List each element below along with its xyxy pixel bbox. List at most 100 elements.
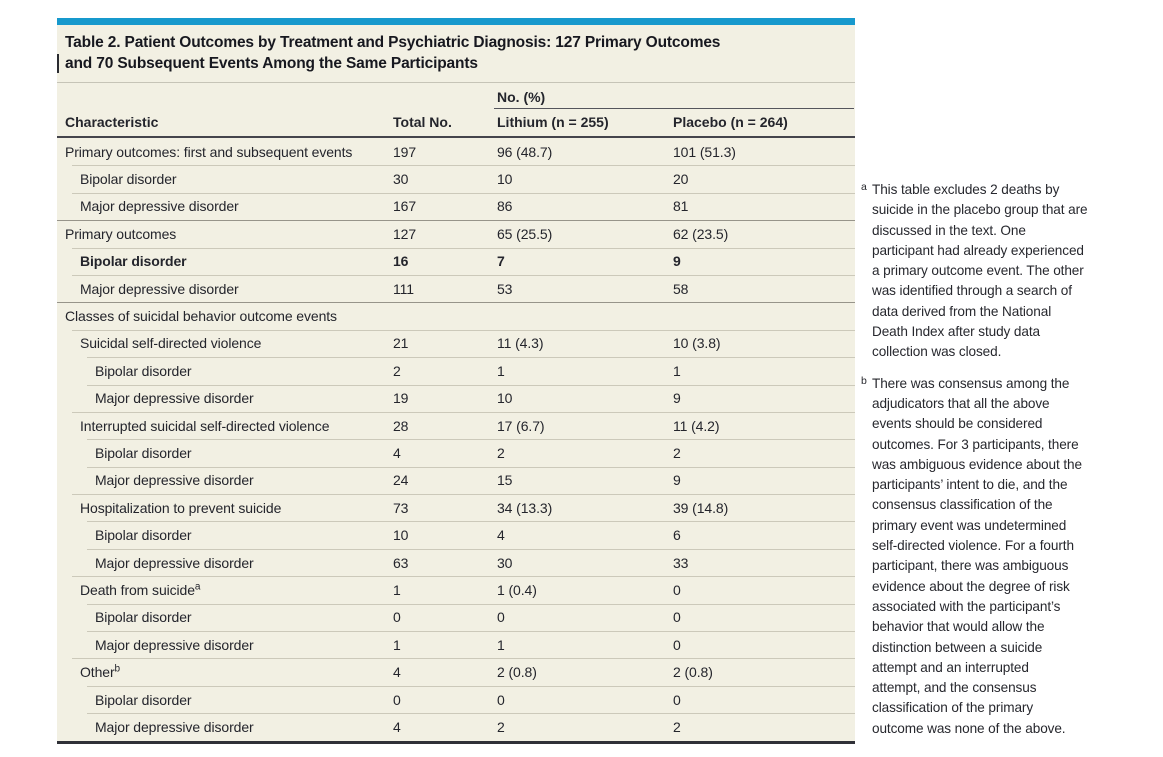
- row-lithium-value: 2: [497, 718, 505, 735]
- row-total-value: 73: [393, 499, 409, 516]
- table-row: Otherb 4 2 (0.8) 2 (0.8): [57, 658, 855, 685]
- table-row: Bipolar disorder 30 10 20: [57, 165, 855, 192]
- row-label: Major depressive disorder: [95, 472, 254, 489]
- row-placebo-value: 11 (4.2): [673, 417, 720, 434]
- table-row: Bipolar disorder 0 0 0: [57, 603, 855, 631]
- row-label: Major depressive disorder: [95, 636, 254, 653]
- row-characteristic: Major depressive disorder: [57, 281, 393, 297]
- table-row: Major depressive disorder 24 15 9: [57, 466, 855, 494]
- row-lithium-value: 65 (25.5): [497, 225, 553, 242]
- row-characteristic: Death from suicidea: [57, 582, 393, 598]
- column-header-total: Total No.: [393, 114, 452, 130]
- row-placebo-value: 62 (23.5): [673, 225, 729, 242]
- column-header-characteristic: Characteristic: [65, 114, 159, 130]
- row-total-value: 0: [393, 691, 401, 708]
- row-label: Bipolar disorder: [80, 253, 187, 270]
- row-characteristic: Interrupted suicidal self-directed viole…: [57, 418, 393, 434]
- footnotes-panel: a This table excludes 2 deaths by suicid…: [861, 180, 1161, 750]
- row-placebo-value: 0: [673, 609, 681, 626]
- column-header-lithium: Lithium (n = 255): [497, 114, 609, 130]
- footnote-b: b There was consensus among the adjudica…: [861, 374, 1161, 739]
- row-total-value: 16: [393, 253, 409, 270]
- row-total-value: 4: [393, 718, 401, 735]
- row-footnote-marker: b: [114, 663, 121, 675]
- row-placebo-value: 39 (14.8): [673, 499, 729, 516]
- row-label: Bipolar disorder: [95, 609, 192, 626]
- row-label: Death from suicide: [80, 581, 195, 598]
- row-total-value: 167: [393, 198, 417, 215]
- row-label: Interrupted suicidal self-directed viole…: [80, 417, 330, 434]
- row-placebo-value: 81: [673, 198, 689, 215]
- column-header-placebo: Placebo (n = 264): [673, 114, 788, 130]
- row-characteristic: Primary outcomes: [57, 226, 393, 242]
- row-characteristic: Major depressive disorder: [57, 555, 393, 571]
- table-row: Major depressive disorder 1 1 0: [57, 631, 855, 658]
- row-placebo-value: 20: [673, 171, 689, 188]
- row-characteristic: Bipolar disorder: [57, 253, 393, 269]
- row-characteristic: Bipolar disorder: [57, 363, 393, 379]
- row-total-value: 30: [393, 171, 409, 188]
- footnote-a-text: This table excludes 2 deaths by suicide …: [872, 182, 1088, 360]
- row-label: Major depressive disorder: [95, 718, 254, 735]
- table-row: Primary outcomes: first and subsequent e…: [57, 138, 855, 165]
- row-lithium-value: 0: [497, 609, 505, 626]
- row-characteristic: Bipolar disorder: [57, 692, 393, 708]
- row-lithium-value: 1: [497, 636, 505, 653]
- table-row: Major depressive disorder 19 10 9: [57, 384, 855, 412]
- footnote-b-marker: b: [861, 374, 867, 387]
- row-total-value: 197: [393, 143, 417, 160]
- row-placebo-value: 9: [673, 472, 681, 489]
- row-placebo-value: 1: [673, 362, 681, 379]
- table-row: Hospitalization to prevent suicide 73 34…: [57, 494, 855, 521]
- row-lithium-value: 17 (6.7): [497, 417, 545, 434]
- row-lithium-value: 1 (0.4): [497, 581, 537, 598]
- row-lithium-value: 15: [497, 472, 513, 489]
- accent-bar: [57, 18, 855, 25]
- table-row: Interrupted suicidal self-directed viole…: [57, 411, 855, 439]
- table-row: Bipolar disorder 10 4 6: [57, 521, 855, 548]
- column-group-underline: [494, 108, 854, 109]
- table-row: Classes of suicidal behavior outcome eve…: [57, 302, 855, 329]
- row-total-value: 24: [393, 472, 409, 489]
- row-placebo-value: 2 (0.8): [673, 664, 713, 681]
- row-total-value: 4: [393, 664, 401, 681]
- row-label: Suicidal self-directed violence: [80, 335, 262, 352]
- row-placebo-value: 58: [673, 280, 689, 297]
- row-characteristic: Classes of suicidal behavior outcome eve…: [57, 308, 393, 324]
- row-placebo-value: 0: [673, 691, 681, 708]
- row-lithium-value: 1: [497, 362, 505, 379]
- table-row: Bipolar disorder 4 2 2: [57, 439, 855, 466]
- table-row: Major depressive disorder 111 53 58: [57, 274, 855, 302]
- footnote-a: a This table excludes 2 deaths by suicid…: [861, 180, 1161, 363]
- row-lithium-value: 10: [497, 390, 513, 407]
- table-row: Major depressive disorder 4 2 2: [57, 713, 855, 740]
- row-lithium-value: 4: [497, 527, 505, 544]
- row-total-value: 4: [393, 444, 401, 461]
- row-lithium-value: 86: [497, 198, 513, 215]
- table-row: Bipolar disorder 2 1 1: [57, 357, 855, 384]
- row-characteristic: Otherb: [57, 664, 393, 680]
- row-label: Hospitalization to prevent suicide: [80, 499, 282, 516]
- row-characteristic: Bipolar disorder: [57, 527, 393, 543]
- row-label: Bipolar disorder: [95, 362, 192, 379]
- table-row: Bipolar disorder 0 0 0: [57, 685, 855, 713]
- row-characteristic: Major depressive disorder: [57, 637, 393, 653]
- row-total-value: 2: [393, 362, 401, 379]
- row-total-value: 21: [393, 335, 409, 352]
- row-total-value: 28: [393, 417, 409, 434]
- column-group-row: No. (%): [57, 83, 855, 109]
- table-title: Table 2. Patient Outcomes by Treatment a…: [57, 25, 855, 82]
- row-label: Major depressive disorder: [95, 554, 254, 571]
- row-characteristic: Primary outcomes: first and subsequent e…: [57, 144, 393, 160]
- table-row: Death from suicidea 1 1 (0.4) 0: [57, 576, 855, 603]
- row-placebo-value: 9: [673, 253, 681, 270]
- row-characteristic: Hospitalization to prevent suicide: [57, 500, 393, 516]
- row-characteristic: Bipolar disorder: [57, 171, 393, 187]
- table-header: No. (%) Characteristic Total No. Lithium…: [57, 82, 855, 138]
- row-total-value: 1: [393, 636, 401, 653]
- row-total-value: 0: [393, 609, 401, 626]
- row-label: Major depressive disorder: [95, 390, 254, 407]
- row-total-value: 63: [393, 554, 409, 571]
- row-label: Bipolar disorder: [80, 171, 177, 188]
